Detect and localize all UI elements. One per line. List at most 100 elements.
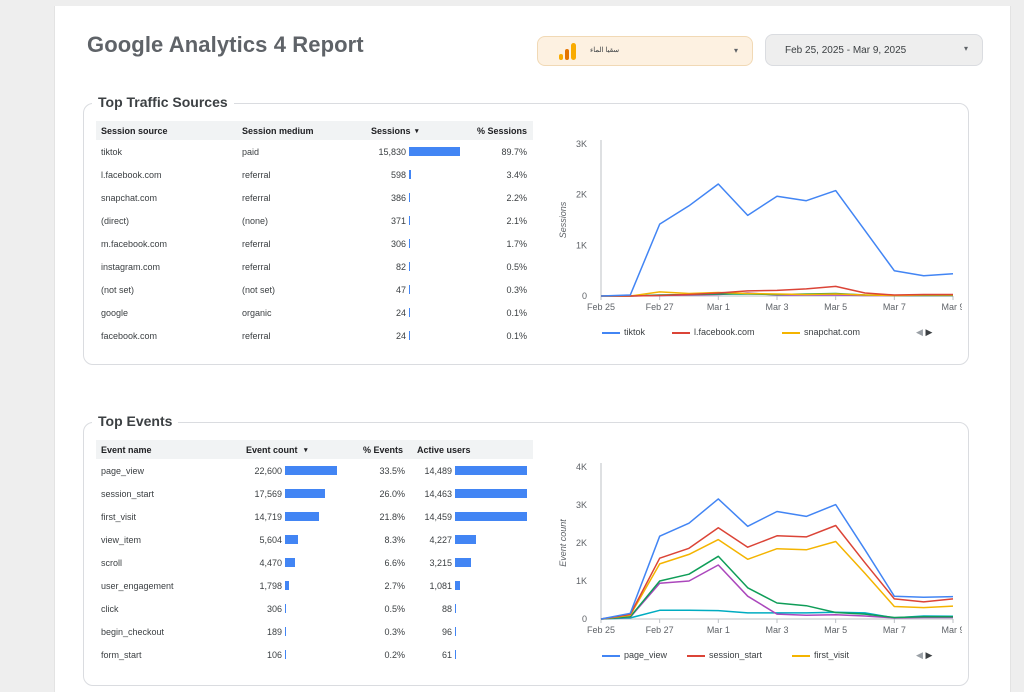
legend-item[interactable]: snapchat.com: [782, 327, 860, 337]
chevron-right-icon[interactable]: ▶: [925, 327, 933, 337]
column-header-active-users[interactable]: Active users: [417, 445, 471, 455]
table-row[interactable]: user_engagement 1,798 2.7% 1,081: [96, 578, 533, 601]
table-row[interactable]: (direct) (none) 371 2.1%: [96, 213, 533, 236]
cell-event-count: 106: [266, 650, 282, 660]
table-row[interactable]: snapchat.com referral 386 2.2%: [96, 190, 533, 213]
column-header-pct-sessions[interactable]: % Sessions: [477, 126, 528, 136]
series-line[interactable]: [601, 285, 953, 297]
y-tick-label: 3K: [576, 139, 587, 149]
legend-pager: ◀ ▶: [916, 327, 932, 338]
x-tick-label: Mar 1: [707, 625, 730, 635]
section-title: Top Events: [92, 413, 179, 429]
event-count-bar: [285, 581, 289, 590]
legend-swatch: [687, 654, 705, 657]
series-line[interactable]: [600, 524, 954, 620]
legend-swatch: [672, 331, 690, 334]
sessions-bar: [409, 147, 460, 156]
cell-pct-sessions: 0.3%: [506, 285, 527, 295]
legend-item[interactable]: tiktok: [602, 327, 645, 337]
series-line[interactable]: [600, 538, 954, 620]
sessions-bar: [409, 308, 410, 317]
table-row[interactable]: begin_checkout 189 0.3% 96: [96, 624, 533, 647]
sort-desc-icon[interactable]: ▾: [304, 447, 308, 454]
series-line[interactable]: [600, 498, 954, 620]
cell-active-users: 14,463: [424, 489, 452, 499]
event-count-bar: [285, 512, 319, 521]
table-row[interactable]: l.facebook.com referral 598 3.4%: [96, 167, 533, 190]
events-table: Event name Event count ▾ % Events Active…: [96, 440, 533, 680]
x-tick-label: Feb 27: [646, 625, 674, 635]
cell-event-name: first_visit: [101, 512, 137, 522]
active-users-bar: [455, 512, 527, 521]
table-row[interactable]: page_view 22,600 33.5% 14,489: [96, 463, 533, 486]
cell-active-users: 14,489: [424, 466, 452, 476]
x-tick-label: Feb 27: [646, 302, 674, 312]
series-line[interactable]: [600, 555, 953, 620]
legend-label: session_start: [709, 650, 763, 660]
legend-item[interactable]: l.facebook.com: [672, 327, 755, 337]
cell-session-medium: referral: [242, 239, 271, 249]
active-users-bar: [455, 466, 527, 475]
column-header-event-name[interactable]: Event name: [101, 445, 152, 455]
active-users-bar: [455, 558, 471, 567]
analytics-logo-icon: [559, 43, 576, 60]
cell-active-users: 3,215: [429, 558, 452, 568]
cell-pct-events: 33.5%: [379, 466, 405, 476]
column-header-sessions[interactable]: Sessions: [371, 126, 411, 136]
cell-event-count: 22,600: [254, 466, 282, 476]
cell-session-source: snapchat.com: [101, 193, 158, 203]
table-row[interactable]: google organic 24 0.1%: [96, 305, 533, 328]
chevron-left-icon[interactable]: ◀: [916, 327, 923, 337]
account-selector[interactable]: سقيا الماء ▾: [537, 36, 753, 66]
cell-event-count: 17,569: [254, 489, 282, 499]
chevron-right-icon[interactable]: ▶: [925, 650, 933, 660]
table-row[interactable]: scroll 4,470 6.6% 3,215: [96, 555, 533, 578]
table-row[interactable]: click 306 0.5% 88: [96, 601, 533, 624]
table-row[interactable]: first_visit 14,719 21.8% 14,459: [96, 509, 533, 532]
cell-active-users: 88: [441, 604, 452, 614]
x-tick-label: Mar 3: [765, 625, 788, 635]
cell-sessions: 306: [390, 239, 406, 249]
cell-event-count: 306: [266, 604, 282, 614]
column-header-pct-events[interactable]: % Events: [363, 445, 404, 455]
legend-item[interactable]: page_view: [602, 650, 667, 660]
cell-event-count: 5,604: [259, 535, 282, 545]
sessions-bar: [409, 170, 411, 179]
sessions-bar: [409, 193, 410, 202]
cell-session-medium: referral: [242, 262, 271, 272]
table-header: Event name Event count ▾ % Events Active…: [96, 440, 533, 459]
event-count-bar: [285, 604, 286, 613]
cell-session-medium: (none): [242, 216, 269, 226]
table-row[interactable]: (not set) (not set) 47 0.3%: [96, 282, 533, 305]
legend-label: snapchat.com: [804, 327, 861, 337]
cell-session-medium: referral: [242, 331, 271, 341]
cell-session-medium: paid: [242, 147, 260, 157]
column-header-medium[interactable]: Session medium: [242, 126, 314, 136]
table-row[interactable]: tiktok paid 15,830 89.7%: [96, 144, 533, 167]
column-header-event-count[interactable]: Event count: [246, 445, 298, 455]
sort-desc-icon[interactable]: ▾: [415, 128, 419, 135]
x-tick-label: Mar 9: [941, 302, 962, 312]
cell-session-source: (direct): [101, 216, 130, 226]
legend-label: tiktok: [624, 327, 646, 337]
legend-item[interactable]: first_visit: [792, 650, 849, 660]
table-row[interactable]: m.facebook.com referral 306 1.7%: [96, 236, 533, 259]
table-row[interactable]: form_start 106 0.2% 61: [96, 647, 533, 670]
chart-legend: tiktok l.facebook.com snapchat.com: [602, 327, 902, 341]
report-title: Google Analytics 4 Report: [87, 32, 364, 57]
legend-item[interactable]: session_start: [687, 650, 762, 660]
legend-label: l.facebook.com: [694, 327, 755, 337]
legend-label: first_visit: [814, 650, 850, 660]
chevron-left-icon[interactable]: ◀: [916, 650, 923, 660]
table-row[interactable]: instagram.com referral 82 0.5%: [96, 259, 533, 282]
cell-pct-events: 0.2%: [384, 650, 405, 660]
series-line[interactable]: [600, 183, 954, 297]
table-row[interactable]: session_start 17,569 26.0% 14,463: [96, 486, 533, 509]
table-row[interactable]: facebook.com referral 24 0.1%: [96, 328, 533, 351]
top-events-section: Top Events Event name Event count ▾ % Ev…: [83, 413, 969, 686]
cell-pct-events: 21.8%: [379, 512, 405, 522]
chevron-down-icon: ▾: [963, 44, 968, 53]
column-header-source[interactable]: Session source: [101, 126, 168, 136]
table-row[interactable]: view_item 5,604 8.3% 4,227: [96, 532, 533, 555]
date-range-selector[interactable]: Feb 25, 2025 - Mar 9, 2025 ▾: [765, 34, 983, 66]
